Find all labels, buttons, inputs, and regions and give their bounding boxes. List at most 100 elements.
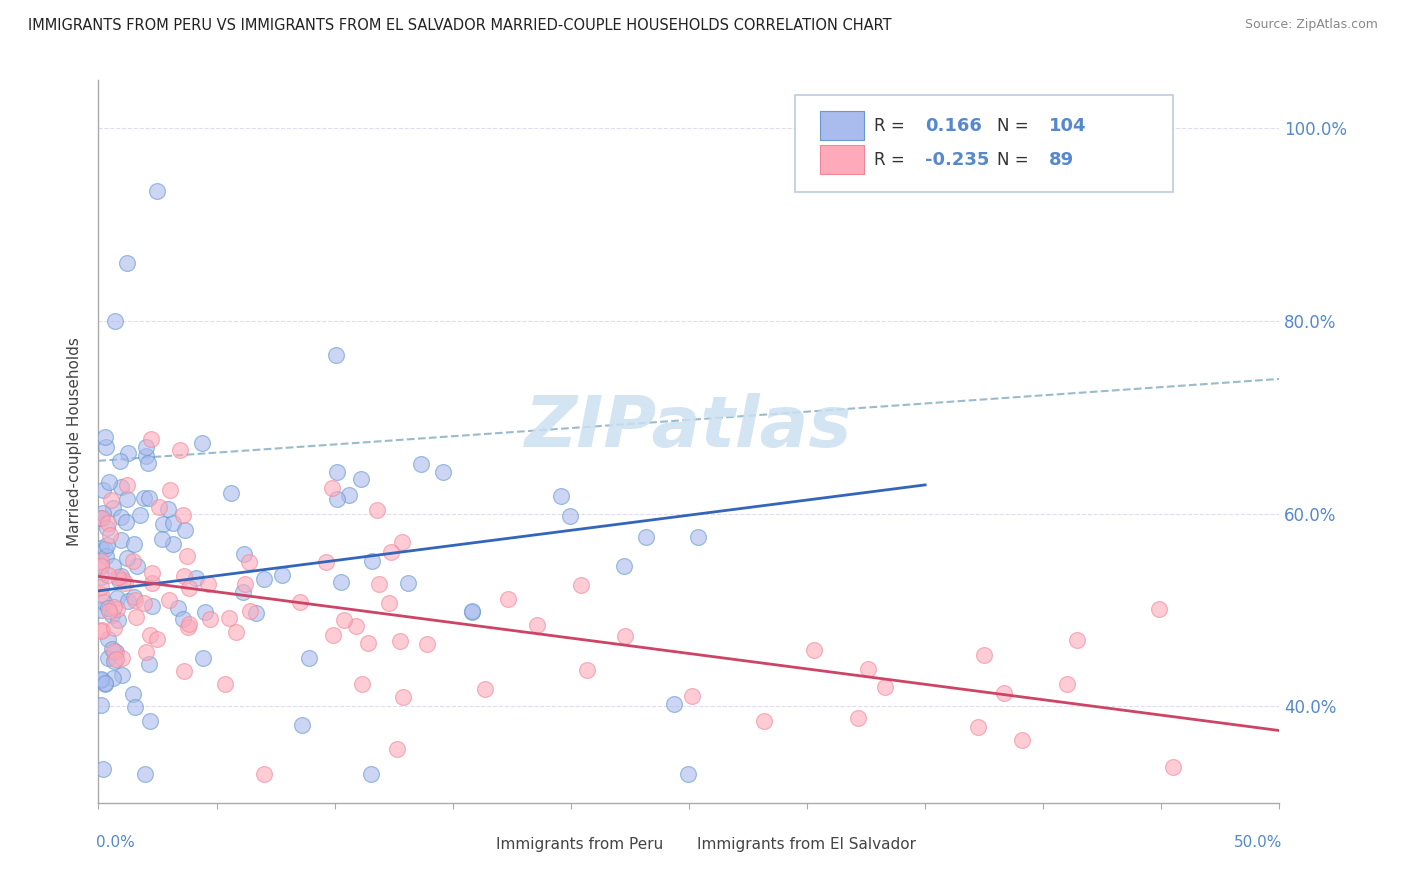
Point xyxy=(569,578,592,592)
Point xyxy=(139,714,162,728)
Point xyxy=(162,537,184,551)
Point xyxy=(121,553,143,567)
Text: -0.235: -0.235 xyxy=(925,151,990,169)
Point xyxy=(1161,759,1184,773)
Point xyxy=(91,762,114,776)
Point xyxy=(115,551,138,566)
Point xyxy=(614,629,637,643)
Point xyxy=(290,595,312,609)
Point xyxy=(136,456,159,470)
Point xyxy=(253,573,276,587)
Point xyxy=(416,636,439,650)
Point xyxy=(173,664,195,678)
Text: R =: R = xyxy=(875,151,910,169)
Point xyxy=(108,573,131,587)
Point xyxy=(117,478,139,492)
Point xyxy=(1149,601,1171,615)
Point xyxy=(337,487,360,501)
Point xyxy=(461,604,484,618)
Point xyxy=(333,613,356,627)
Point xyxy=(103,655,125,669)
Point xyxy=(432,465,454,479)
Point xyxy=(90,580,112,594)
Y-axis label: Married-couple Households: Married-couple Households xyxy=(67,337,83,546)
Text: 0.0%: 0.0% xyxy=(96,835,135,850)
Point xyxy=(191,436,214,450)
Point xyxy=(97,651,120,665)
FancyBboxPatch shape xyxy=(664,834,693,855)
Point xyxy=(107,570,129,584)
Point xyxy=(103,558,125,573)
Point xyxy=(115,256,138,270)
Point xyxy=(752,714,775,728)
Point xyxy=(409,457,432,471)
Point xyxy=(138,657,160,672)
Text: 89: 89 xyxy=(1049,151,1074,169)
Point xyxy=(90,673,112,687)
Point xyxy=(846,711,869,725)
Point xyxy=(326,465,349,479)
Point xyxy=(134,596,156,610)
Point xyxy=(385,741,408,756)
Point xyxy=(105,652,128,666)
Point xyxy=(550,489,572,503)
Point xyxy=(152,516,174,531)
Point xyxy=(218,610,240,624)
Point xyxy=(177,620,200,634)
Point xyxy=(194,605,217,619)
Point xyxy=(97,601,120,615)
Point xyxy=(391,534,413,549)
Point xyxy=(233,547,256,561)
Point xyxy=(214,677,236,691)
Point xyxy=(110,509,132,524)
Point xyxy=(90,570,112,584)
Point xyxy=(97,475,120,489)
Point xyxy=(97,516,120,530)
Point xyxy=(114,576,136,591)
Point xyxy=(103,671,125,685)
Text: N =: N = xyxy=(997,151,1033,169)
Point xyxy=(90,698,112,712)
Point xyxy=(157,502,180,516)
Point xyxy=(298,650,321,665)
Point xyxy=(90,510,112,524)
Point xyxy=(461,606,484,620)
Point xyxy=(186,571,208,585)
Point xyxy=(103,644,125,658)
Point xyxy=(321,481,343,495)
Point xyxy=(197,576,219,591)
Point xyxy=(111,651,134,665)
FancyBboxPatch shape xyxy=(464,834,492,855)
Point xyxy=(107,613,129,627)
Point xyxy=(366,503,388,517)
Point xyxy=(94,430,117,444)
Point xyxy=(110,533,132,547)
Point xyxy=(474,681,496,696)
Text: R =: R = xyxy=(875,117,910,135)
Point xyxy=(122,687,145,701)
Point xyxy=(90,559,112,574)
Point xyxy=(174,523,197,537)
Point xyxy=(253,767,276,781)
FancyBboxPatch shape xyxy=(796,95,1173,193)
Point xyxy=(124,610,146,624)
Point xyxy=(157,592,180,607)
Point xyxy=(350,472,373,486)
Point xyxy=(135,449,157,463)
Point xyxy=(100,493,122,508)
Point xyxy=(141,566,163,580)
Point xyxy=(173,569,195,583)
Point xyxy=(110,480,132,494)
Point xyxy=(326,491,349,506)
Point xyxy=(110,569,132,583)
Point xyxy=(97,632,120,646)
Point xyxy=(613,558,636,573)
Point xyxy=(350,676,373,690)
Point xyxy=(94,549,117,564)
Point xyxy=(361,554,384,568)
Point xyxy=(117,491,139,506)
Point xyxy=(141,433,163,447)
Point xyxy=(101,642,124,657)
Point xyxy=(115,515,138,529)
Point xyxy=(368,576,391,591)
